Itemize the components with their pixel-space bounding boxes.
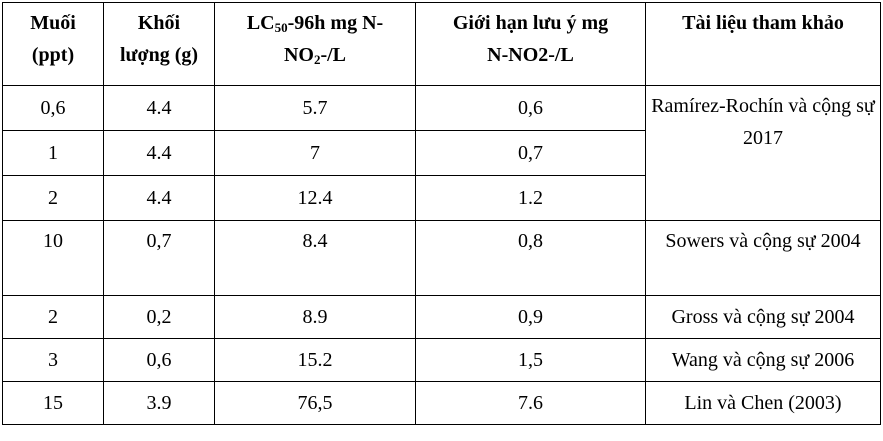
cell-lc50: 76,5 [214,381,416,425]
table-row: 10 0,7 8.4 0,8 Sowers và cộng sự 2004 [2,220,881,296]
cell-salt: 0,6 [2,85,104,131]
cell-limit: 1,5 [415,338,646,382]
cell-weight: 0,6 [103,338,215,382]
table-row: 2 4.4 12.4 1.2 [2,175,881,221]
cell-reference-lin: Lin và Chen (2003) [645,381,881,425]
header-weight: Khối lượng (g) [103,2,215,86]
cell-weight: 4.4 [103,130,215,176]
table-row: 1 4.4 7 0,7 [2,130,881,176]
cell-salt: 10 [2,220,104,296]
table-row: 0,6 4.4 5.7 0,6 Ramírez-Rochín và cộng s… [2,85,881,221]
header-salt: Muối (ppt) [2,2,104,86]
cell-limit: 0,6 [415,85,646,131]
header-limit: Giới hạn lưu ý mg N-NO2-/L [415,2,646,86]
header-lc50-line2-part1: NO [283,44,314,66]
cell-limit: 1.2 [415,175,646,221]
cell-limit: 0,8 [415,220,646,296]
cell-salt: 3 [2,338,104,382]
cell-weight: 0,7 [103,220,215,296]
header-limit-line2: N-NO2-/L [487,44,574,66]
cell-reference-ramirez: Ramírez-Rochín và cộng sự 2017 [645,85,881,221]
cell-limit: 0,7 [415,130,646,176]
cell-lc50: 8.4 [214,220,416,296]
cell-reference-wang: Wang và cộng sự 2006 [645,338,881,382]
cell-salt: 1 [2,130,104,176]
cell-salt: 2 [2,295,104,339]
header-weight-line1: Khối [137,12,181,34]
header-salt-line2: (ppt) [31,44,75,66]
header-reference: Tài liệu tham khảo [645,2,881,86]
cell-limit: 7.6 [415,381,646,425]
cell-weight: 4.4 [103,175,215,221]
cell-limit: 0,9 [415,295,646,339]
header-lc50-line2-subscript: 2 [313,52,321,67]
cell-weight: 3.9 [103,381,215,425]
header-lc50-line2-part2: -/L [320,44,347,66]
header-lc50: LC50-96h mg N- NO2-/L [214,2,416,86]
header-lc50-part2: -96h mg N- [287,12,384,34]
header-lc50-part1: LC [246,12,275,34]
cell-lc50: 12.4 [214,175,416,221]
table-row: 2 0,2 8.9 0,9 Gross và cộng sự 2004 [2,295,881,339]
cell-reference-gross: Gross và cộng sự 2004 [645,295,881,339]
cell-salt: 2 [2,175,104,221]
table-row: 15 3.9 76,5 7.6 Lin và Chen (2003) [2,381,881,425]
cell-salt: 15 [2,381,104,425]
cell-lc50: 7 [214,130,416,176]
header-weight-line2: lượng (g) [119,44,199,66]
cell-lc50: 5.7 [214,85,416,131]
cell-lc50: 8.9 [214,295,416,339]
cell-lc50: 15.2 [214,338,416,382]
cell-weight: 4.4 [103,85,215,131]
cell-weight: 0,2 [103,295,215,339]
header-row: Muối (ppt) Khối lượng (g) LC50-96h mg N-… [2,2,881,86]
header-salt-line1: Muối [30,12,76,34]
header-lc50-subscript: 50 [274,20,288,35]
data-table: Muối (ppt) Khối lượng (g) LC50-96h mg N-… [2,2,881,425]
table-row: 3 0,6 15.2 1,5 Wang và cộng sự 2006 [2,338,881,382]
cell-reference-sowers: Sowers và cộng sự 2004 [645,220,881,296]
header-limit-line1: Giới hạn lưu ý mg [452,12,609,34]
